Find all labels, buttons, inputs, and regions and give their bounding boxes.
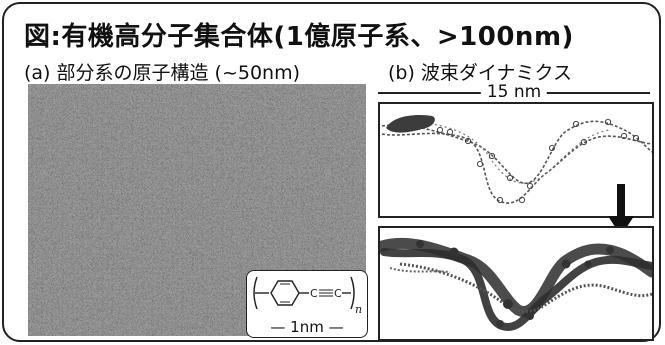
wavepacket-spread-panel (378, 226, 654, 341)
panel-a-caption: (a) 部分系の原子構造 (~50nm) (24, 62, 301, 84)
wavepacket-initial-panel (378, 102, 654, 218)
scale-bar: 15 nm (378, 82, 650, 102)
svg-text:C: C (334, 287, 342, 300)
figure-title: 図:有機高分子集合体(1億原子系、>100nm) (24, 22, 574, 52)
inset-scale-label: — 1nm — (270, 318, 344, 336)
monomer-inset: C C n — 1nm — (246, 270, 368, 338)
repeat-subscript: n (355, 303, 362, 316)
figure-frame (2, 2, 661, 342)
panel-b-caption: (b) 波束ダイナミクス (388, 62, 572, 84)
svg-text:C: C (310, 287, 318, 300)
scale-bar-label: 15 nm (480, 82, 548, 102)
monomer-structure-diagram: C C n (253, 276, 362, 316)
